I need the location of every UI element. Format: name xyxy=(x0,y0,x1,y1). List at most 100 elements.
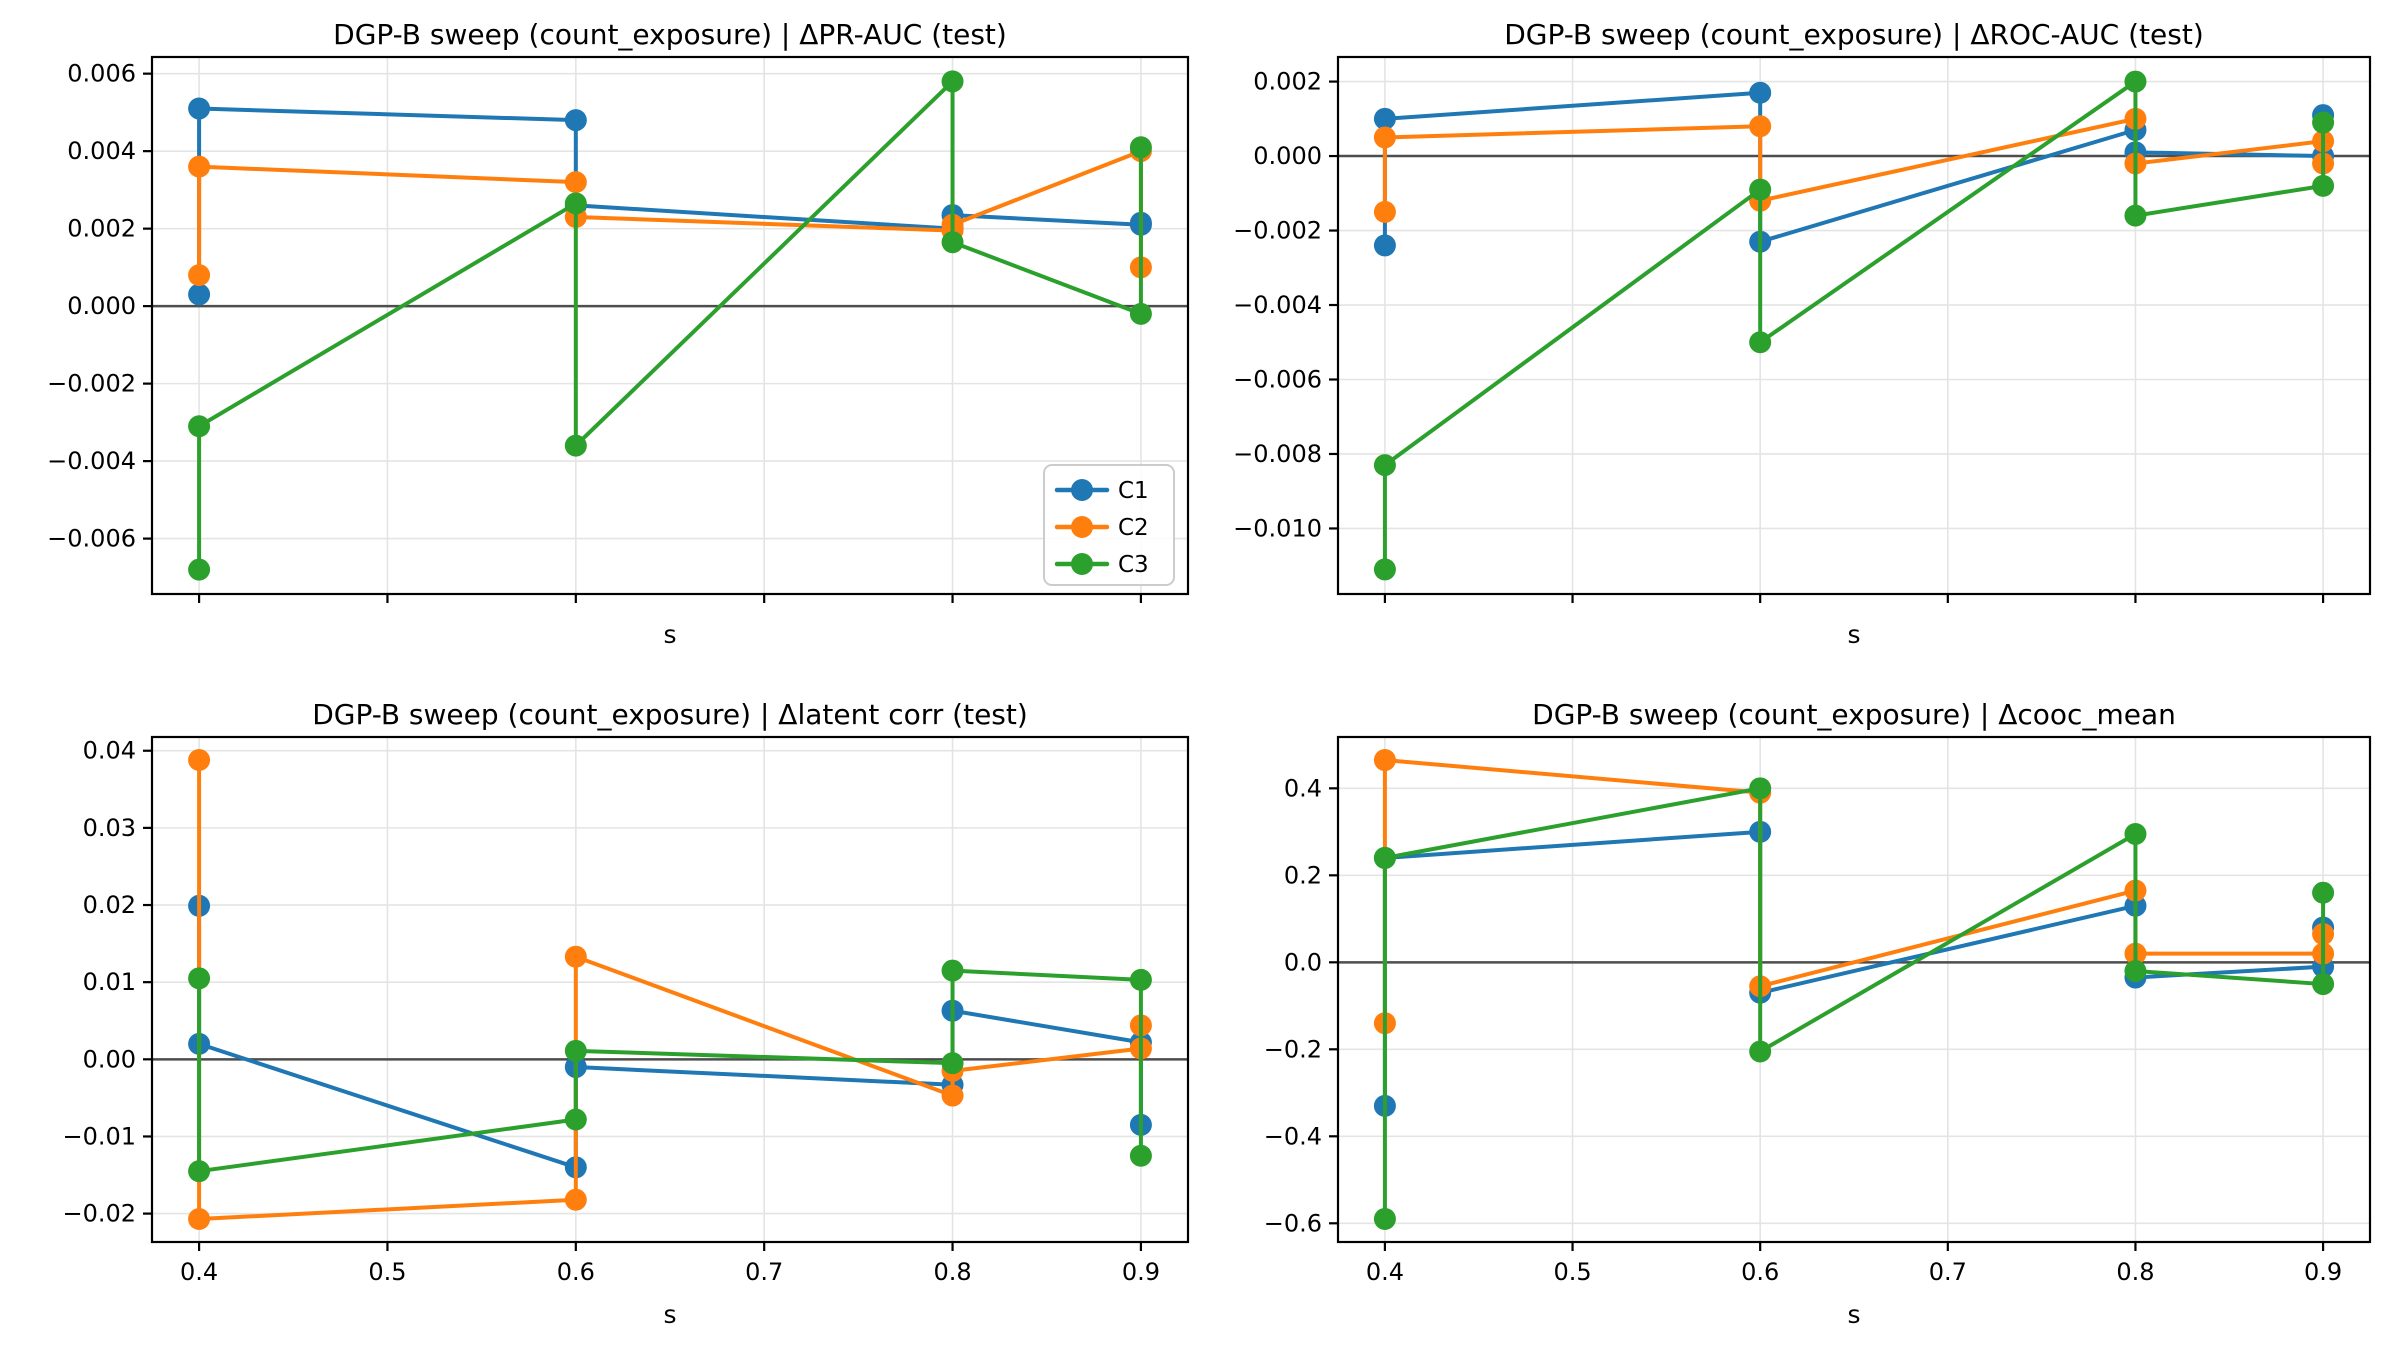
y-tick-label: 0.0 xyxy=(1284,948,1322,976)
y-tick-label: 0.000 xyxy=(67,292,136,320)
data-point-C2 xyxy=(941,1084,964,1107)
series-line-C2 xyxy=(197,149,1143,278)
series-line-C2 xyxy=(1382,116,2326,214)
data-point-C3 xyxy=(2124,70,2147,93)
y-tick-label: −0.006 xyxy=(1233,365,1322,393)
y-tick-label: −0.004 xyxy=(47,447,136,475)
series-line-C1 xyxy=(197,106,1143,297)
y-tick-label: −0.2 xyxy=(1264,1035,1322,1063)
data-point-C2 xyxy=(1373,749,1396,772)
y-tick-label: 0.006 xyxy=(67,60,136,88)
axes-spines xyxy=(150,735,1190,1244)
data-point-C3 xyxy=(941,1052,964,1075)
data-point-C3 xyxy=(564,192,587,215)
series-line-C3 xyxy=(1382,79,2326,572)
series-line-C3 xyxy=(1382,786,2326,1221)
legend-label-C3: C3 xyxy=(1118,552,1149,578)
x-axis-label-cooc-mean: s xyxy=(1847,1300,1861,1329)
series-line-C3 xyxy=(197,968,1143,1174)
data-point-C3 xyxy=(2124,822,2147,845)
data-point-C3 xyxy=(188,415,211,438)
data-point-C1 xyxy=(188,283,211,306)
data-point-C2 xyxy=(188,748,211,771)
data-point-C3 xyxy=(564,1039,587,1062)
axes-spines xyxy=(1336,55,2372,596)
plot-title-pr-auc: DGP-B sweep (count_exposure) | ΔPR-AUC (… xyxy=(333,18,1007,51)
data-point-C3 xyxy=(941,231,964,254)
plot-area-pr-auc: 0.006 0.004 0.002 0.000 −0.002 −0.004 −0.006 C1… xyxy=(47,55,1190,603)
data-point-C3 xyxy=(2312,973,2335,996)
x-tick-label: 0.4 xyxy=(180,1258,218,1286)
y-tick-label: 0.04 xyxy=(83,737,136,765)
y-tick-label: −0.010 xyxy=(1233,514,1322,542)
data-point-C2 xyxy=(564,171,587,194)
y-tick-label: 0.01 xyxy=(83,968,136,996)
y-tick-label: −0.4 xyxy=(1264,1122,1322,1150)
data-point-C3 xyxy=(1373,454,1396,477)
y-tick-label: 0.002 xyxy=(1253,68,1322,96)
axes-spines xyxy=(150,55,1190,596)
plot-area-latent-corr: 0.4 0.5 0.6 0.7 0.8 0.9 0.04 0.03 0.02 0.01 0.00 −0… xyxy=(62,735,1190,1286)
data-point-C1 xyxy=(1373,107,1396,130)
data-point-C3 xyxy=(188,558,211,581)
y-tick-label: −0.6 xyxy=(1264,1209,1322,1237)
data-point-C3 xyxy=(2312,174,2335,197)
x-axis-label-roc-auc: s xyxy=(1847,620,1861,649)
series-line-C1 xyxy=(1382,829,2326,1108)
data-point-C1 xyxy=(564,109,587,132)
subplot-cooc-mean: 0.4 0.5 0.6 0.7 0.8 0.9 0.4 0.2 0.0 −0.2 −0.4 −0.6 … xyxy=(1200,680,2400,1360)
data-point-C3 xyxy=(1749,331,1772,354)
series-line-C1 xyxy=(197,903,1143,1170)
data-point-C3 xyxy=(1129,302,1152,325)
data-point-C3 xyxy=(2312,881,2335,904)
data-point-C3 xyxy=(2124,204,2147,227)
y-tick-label: −0.008 xyxy=(1233,440,1322,468)
x-tick-label: 0.4 xyxy=(1366,1258,1404,1286)
y-tick-label: 0.2 xyxy=(1284,861,1322,889)
plot-title-latent-corr: DGP-B sweep (count_exposure) | Δlatent c… xyxy=(312,698,1028,731)
plot-area-roc-auc: 0.002 0.000 −0.002 −0.004 −0.006 −0.008 −0.010 xyxy=(1233,55,2372,603)
data-point-C2 xyxy=(188,264,211,287)
x-tick-label: 0.8 xyxy=(933,1258,971,1286)
data-point-C3 xyxy=(1373,558,1396,581)
y-tick-label: −0.006 xyxy=(47,525,136,553)
y-tick-label: −0.004 xyxy=(1233,291,1322,319)
series-line-C2 xyxy=(197,757,1143,1222)
subplot-pr-auc: 0.006 0.004 0.002 0.000 −0.002 −0.004 −0.006 C1… xyxy=(0,0,1200,680)
y-tick-label: −0.002 xyxy=(1233,217,1322,245)
y-tick-label: −0.02 xyxy=(62,1200,136,1228)
data-point-C3 xyxy=(1749,178,1772,201)
plot-title-cooc-mean: DGP-B sweep (count_exposure) | Δcooc_mea… xyxy=(1532,698,2176,731)
x-tick-label: 0.9 xyxy=(2304,1258,2342,1286)
legend-label-C1: C1 xyxy=(1118,478,1149,504)
x-tick-label: 0.7 xyxy=(745,1258,783,1286)
data-point-C3 xyxy=(1749,1040,1772,1063)
legend-marker-C1 xyxy=(1071,479,1093,501)
data-point-C3 xyxy=(188,1160,211,1183)
data-point-C3 xyxy=(1749,777,1772,800)
y-tick-label: 0.4 xyxy=(1284,774,1322,802)
data-point-C3 xyxy=(188,967,211,990)
data-point-C3 xyxy=(1129,1144,1152,1167)
data-point-C3 xyxy=(941,959,964,982)
y-tick-label: −0.002 xyxy=(47,370,136,398)
x-tick-label: 0.8 xyxy=(2116,1258,2154,1286)
plot-area-cooc-mean: 0.4 0.5 0.6 0.7 0.8 0.9 0.4 0.2 0.0 −0.2 −0.4 −0.6 xyxy=(1264,735,2372,1286)
axes-spines xyxy=(1336,735,2372,1244)
x-tick-label: 0.6 xyxy=(1741,1258,1779,1286)
data-point-C3 xyxy=(1129,136,1152,159)
data-point-C3 xyxy=(2124,960,2147,983)
legend-label-C2: C2 xyxy=(1118,515,1149,541)
x-axis-label-latent-corr: s xyxy=(663,1300,677,1329)
data-point-C3 xyxy=(941,70,964,93)
x-tick-label: 0.6 xyxy=(557,1258,595,1286)
data-point-C1 xyxy=(1373,234,1396,257)
data-point-C2 xyxy=(1749,115,1772,138)
series-line-C2 xyxy=(1382,758,2326,1026)
data-point-C2 xyxy=(1373,126,1396,149)
x-axis-label-pr-auc: s xyxy=(663,620,677,649)
subplot-roc-auc: 0.002 0.000 −0.002 −0.004 −0.006 −0.008 −0.010… xyxy=(1200,0,2400,680)
data-point-C2 xyxy=(564,1188,587,1211)
data-point-C2 xyxy=(1373,200,1396,223)
